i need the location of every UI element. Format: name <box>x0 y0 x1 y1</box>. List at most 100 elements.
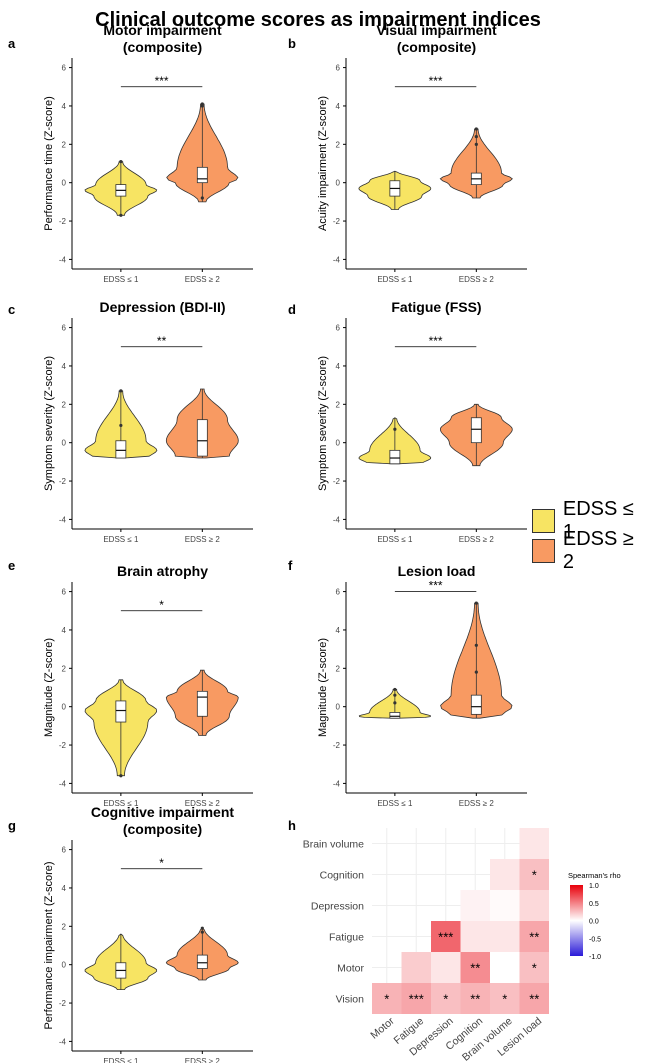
panel-title: Brain atrophy <box>117 563 208 579</box>
y-tick-label: 0 <box>336 179 341 188</box>
figure-title: Clinical outcome scores as impairment in… <box>95 9 541 31</box>
colorbar-tick-label: -0.5 <box>589 936 601 943</box>
y-tick-label: 6 <box>336 324 341 333</box>
colorbar-tick-label: -1.0 <box>589 954 601 961</box>
y-tick-label: 6 <box>62 64 67 73</box>
x-tick-label: EDSS ≤ 1 <box>377 799 413 808</box>
heatmap-significance: * <box>502 992 507 1007</box>
box-iqr <box>196 166 208 184</box>
heatmap-cell <box>460 890 490 921</box>
violin-panel-e: e Brain atrophy -4 -2 0 2 4 6 Magnitude (Z-score… <box>8 558 253 808</box>
outlier-point <box>119 159 123 164</box>
heatmap-row-label: Depression <box>311 901 364 913</box>
y-tick-label: 2 <box>62 664 67 673</box>
heatmap-row-label: Motor <box>337 963 364 975</box>
y-tick-label: -4 <box>333 255 341 264</box>
colorbar-tick-label: 1.0 <box>589 883 599 890</box>
x-tick-label: EDSS ≤ 1 <box>377 535 413 544</box>
outlier-point <box>393 427 397 431</box>
outlier-point <box>200 930 204 934</box>
y-tick-label: -2 <box>59 477 67 486</box>
heatmap-cell <box>519 921 549 952</box>
panel-title: Depression (BDI-II) <box>99 299 225 315</box>
significance-label: * <box>159 598 164 612</box>
x-tick-label: EDSS ≤ 1 <box>377 275 413 284</box>
colorbar-title: Spearman's rho <box>568 871 621 880</box>
y-tick-label: 6 <box>62 324 67 333</box>
y-tick-label: -4 <box>333 515 341 524</box>
heatmap-cell <box>519 983 549 1014</box>
colorbar-tick-label: 0.0 <box>589 919 599 926</box>
y-tick-label: 6 <box>336 588 341 597</box>
heatmap-significance: *** <box>409 992 424 1007</box>
heatmap-row-label: Vision <box>336 994 365 1006</box>
heatmap-significance: * <box>532 868 537 883</box>
y-tick-label: -2 <box>333 477 341 486</box>
x-tick-label: EDSS ≤ 1 <box>103 275 139 284</box>
heatmap-cell <box>460 952 490 983</box>
x-tick-label: EDSS ≤ 1 <box>103 799 139 808</box>
legend-item-high: EDSS ≥ 2 <box>532 528 646 573</box>
legend-swatch-low <box>532 508 555 533</box>
box-iqr <box>196 954 208 969</box>
y-tick-label: 0 <box>336 703 341 712</box>
x-tick-label: EDSS ≥ 2 <box>459 535 495 544</box>
y-tick-label: 0 <box>62 179 67 188</box>
y-tick-label: 4 <box>62 626 67 635</box>
legend-label-high: EDSS ≥ 2 <box>562 527 634 573</box>
panel-label: e <box>8 558 15 573</box>
heatmap-cell <box>490 859 520 890</box>
y-tick-label: 0 <box>62 439 67 448</box>
heatmap-cell <box>460 983 490 1014</box>
y-tick-label: 4 <box>336 102 341 111</box>
outlier-point <box>474 601 478 605</box>
x-tick-label: EDSS ≥ 2 <box>185 535 221 544</box>
y-tick-label: 4 <box>62 884 67 893</box>
violin-panel-b: b Visual impairment(composite) -4 -2 0 2 4 6 Acu… <box>288 22 527 284</box>
y-axis-label: Magnitude (Z-score) <box>317 638 329 737</box>
heatmap-cell <box>519 952 549 983</box>
violin-panel-g: g Cognitive impairment(composite) -4 -2 0 2 4 6… <box>8 804 253 1063</box>
panel-label: f <box>288 558 293 573</box>
y-axis-label: Symptom severity (Z-score) <box>43 356 55 491</box>
y-tick-label: 2 <box>336 140 341 149</box>
panel-title: Lesion load <box>398 563 476 579</box>
box-iqr <box>115 700 127 723</box>
outlier-point <box>119 774 123 778</box>
heatmap-significance: * <box>532 961 537 976</box>
legend-label-low: EDSS ≤ 1 <box>562 497 634 543</box>
legend-item-low: EDSS ≤ 1 <box>532 498 646 543</box>
y-tick-label: -2 <box>59 217 67 226</box>
panel-title: (composite) <box>123 821 202 837</box>
outlier-point <box>474 135 478 139</box>
outlier-point <box>393 687 397 692</box>
y-axis-label: Symptom severity (Z-score) <box>317 356 329 491</box>
colorbar-tick-label: 0.5 <box>589 901 599 908</box>
y-tick-label: 6 <box>336 64 341 73</box>
outlier-point <box>119 389 123 393</box>
y-tick-label: 4 <box>336 626 341 635</box>
y-tick-label: 2 <box>336 664 341 673</box>
y-tick-label: 2 <box>336 400 341 409</box>
heatmap-cell <box>401 952 431 983</box>
box-iqr <box>196 690 208 717</box>
significance-label: *** <box>429 579 443 593</box>
violin-panel-a: a Motor impairment(composite) -4 -2 0 2 4 6 Perf… <box>8 22 253 284</box>
x-tick-label: EDSS ≥ 2 <box>459 275 495 284</box>
panel-label: g <box>8 818 16 833</box>
panel-label: d <box>288 302 296 317</box>
heatmap-significance: ** <box>470 961 480 976</box>
panel-label: a <box>8 36 16 51</box>
y-tick-label: 4 <box>336 362 341 371</box>
group-legend: EDSS ≤ 1 EDSS ≥ 2 <box>532 498 646 573</box>
panel-label: c <box>8 302 15 317</box>
x-tick-label: EDSS ≤ 1 <box>103 1057 139 1063</box>
panel-title: Motor impairment <box>103 22 222 38</box>
outlier-point <box>119 423 123 428</box>
panel-title: Cognitive impairment <box>91 804 234 820</box>
heatmap-cell <box>490 921 520 952</box>
significance-label: *** <box>429 74 443 88</box>
panel-title: Fatigue (FSS) <box>391 299 481 315</box>
y-tick-label: -2 <box>333 217 341 226</box>
